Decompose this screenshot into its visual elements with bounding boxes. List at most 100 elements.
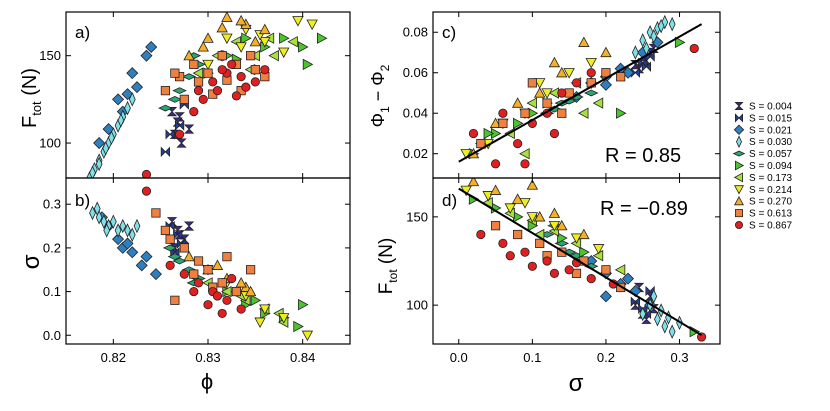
data-point: [189, 107, 199, 117]
data-point: [162, 244, 178, 252]
x-axis-label-b: ϕ: [201, 369, 213, 394]
data-point: [298, 298, 309, 311]
data-point: [151, 208, 161, 218]
data-point: [674, 36, 686, 49]
data-point: [89, 205, 96, 221]
legend-marker: [734, 196, 744, 206]
data-point: [165, 260, 175, 270]
data-point: [629, 284, 642, 298]
legend-label: S = 0.004: [749, 102, 793, 113]
y-axis-label-a-main: F: [19, 116, 41, 128]
panel-a: a) 100 150 Ftot (N): [19, 11, 351, 179]
data-point: [599, 290, 612, 303]
legend-marker: [734, 102, 744, 110]
legend-marker: [733, 172, 743, 183]
data-point: [579, 246, 590, 258]
y-axis-label-c-phi1: Φ: [368, 113, 388, 127]
data-point: [89, 165, 96, 178]
data-point: [476, 138, 486, 149]
data-point: [631, 45, 639, 60]
data-point: [124, 100, 131, 116]
data-point: [292, 16, 304, 27]
data-point: [548, 221, 561, 232]
y-axis-label-a-unit: (N): [19, 68, 41, 101]
legend-marker: [734, 185, 744, 195]
data-point: [490, 159, 501, 169]
y-tick-label: 0.0: [43, 328, 61, 343]
data-point: [250, 65, 260, 75]
x-tick-label: 0.2: [597, 350, 615, 365]
data-point: [165, 234, 175, 244]
data-point: [599, 78, 612, 91]
data-point: [167, 253, 183, 261]
legend-marker: [732, 150, 746, 157]
data-point: [108, 130, 115, 146]
data-point: [526, 179, 539, 190]
data-point: [557, 88, 567, 98]
data-point: [179, 243, 189, 253]
data-point: [241, 82, 251, 92]
data-point: [490, 221, 501, 231]
data-point: [172, 117, 183, 127]
data-point: [141, 169, 152, 178]
fit-line-c: [458, 23, 703, 163]
data-point: [513, 138, 523, 149]
data-point: [192, 67, 204, 79]
data-point: [641, 61, 652, 72]
y-ticks-a: 100 150: [39, 48, 350, 151]
data-point: [621, 272, 635, 285]
y-axis-label-c: Φ1 − Φ2: [368, 64, 392, 127]
data-point: [601, 265, 611, 275]
data-point: [217, 278, 227, 288]
data-point: [527, 78, 537, 88]
data-point: [657, 18, 665, 34]
data-point: [254, 317, 266, 329]
y-axis-label-c-sub2: 2: [378, 64, 392, 71]
data-point: [112, 233, 125, 246]
data-point: [203, 300, 213, 310]
legend-label: S = 0.030: [749, 137, 793, 148]
y-axis-label-d: Ftot (N): [376, 238, 400, 295]
annotation-c: R = 0.85: [605, 145, 681, 167]
scatter-points-b: [89, 186, 314, 342]
y-tick-label: 0.1: [43, 284, 61, 299]
data-point: [95, 156, 103, 172]
data-point: [208, 77, 218, 87]
y-tick-label: 150: [406, 209, 428, 224]
y-tick-label: 0.02: [403, 146, 428, 161]
data-point: [100, 214, 108, 229]
data-point: [504, 203, 516, 214]
data-point: [520, 247, 530, 257]
data-point: [661, 14, 669, 30]
data-point: [293, 320, 304, 333]
data-point: [181, 73, 197, 81]
data-point: [133, 218, 141, 234]
data-point: [556, 66, 568, 78]
data-point: [203, 68, 213, 78]
data-point: [183, 49, 195, 61]
data-point: [117, 113, 125, 128]
data-point: [585, 58, 597, 69]
regression-line: [458, 23, 703, 163]
plot-frame-d: [432, 177, 721, 345]
data-point: [483, 127, 495, 140]
data-point: [235, 42, 247, 53]
y-tick-label: 0.2: [43, 240, 61, 255]
data-point: [549, 268, 560, 278]
data-point: [467, 178, 480, 187]
x-ticks-a: [112, 12, 304, 178]
y-axis-label-d-main: F: [376, 283, 397, 295]
y-tick-label: 150: [39, 48, 61, 63]
data-point: [301, 330, 314, 342]
data-point: [511, 97, 524, 108]
data-point: [260, 65, 270, 75]
data-point: [592, 97, 604, 109]
data-point: [93, 137, 106, 150]
y-axis-label-c-sub1: 1: [378, 106, 392, 113]
data-point: [539, 231, 555, 238]
y-axis-label-c-mid: − Φ: [368, 71, 388, 106]
scatter-points-d: [460, 178, 707, 342]
y-ticks-d: 100 150: [406, 209, 720, 313]
data-point: [316, 32, 328, 44]
